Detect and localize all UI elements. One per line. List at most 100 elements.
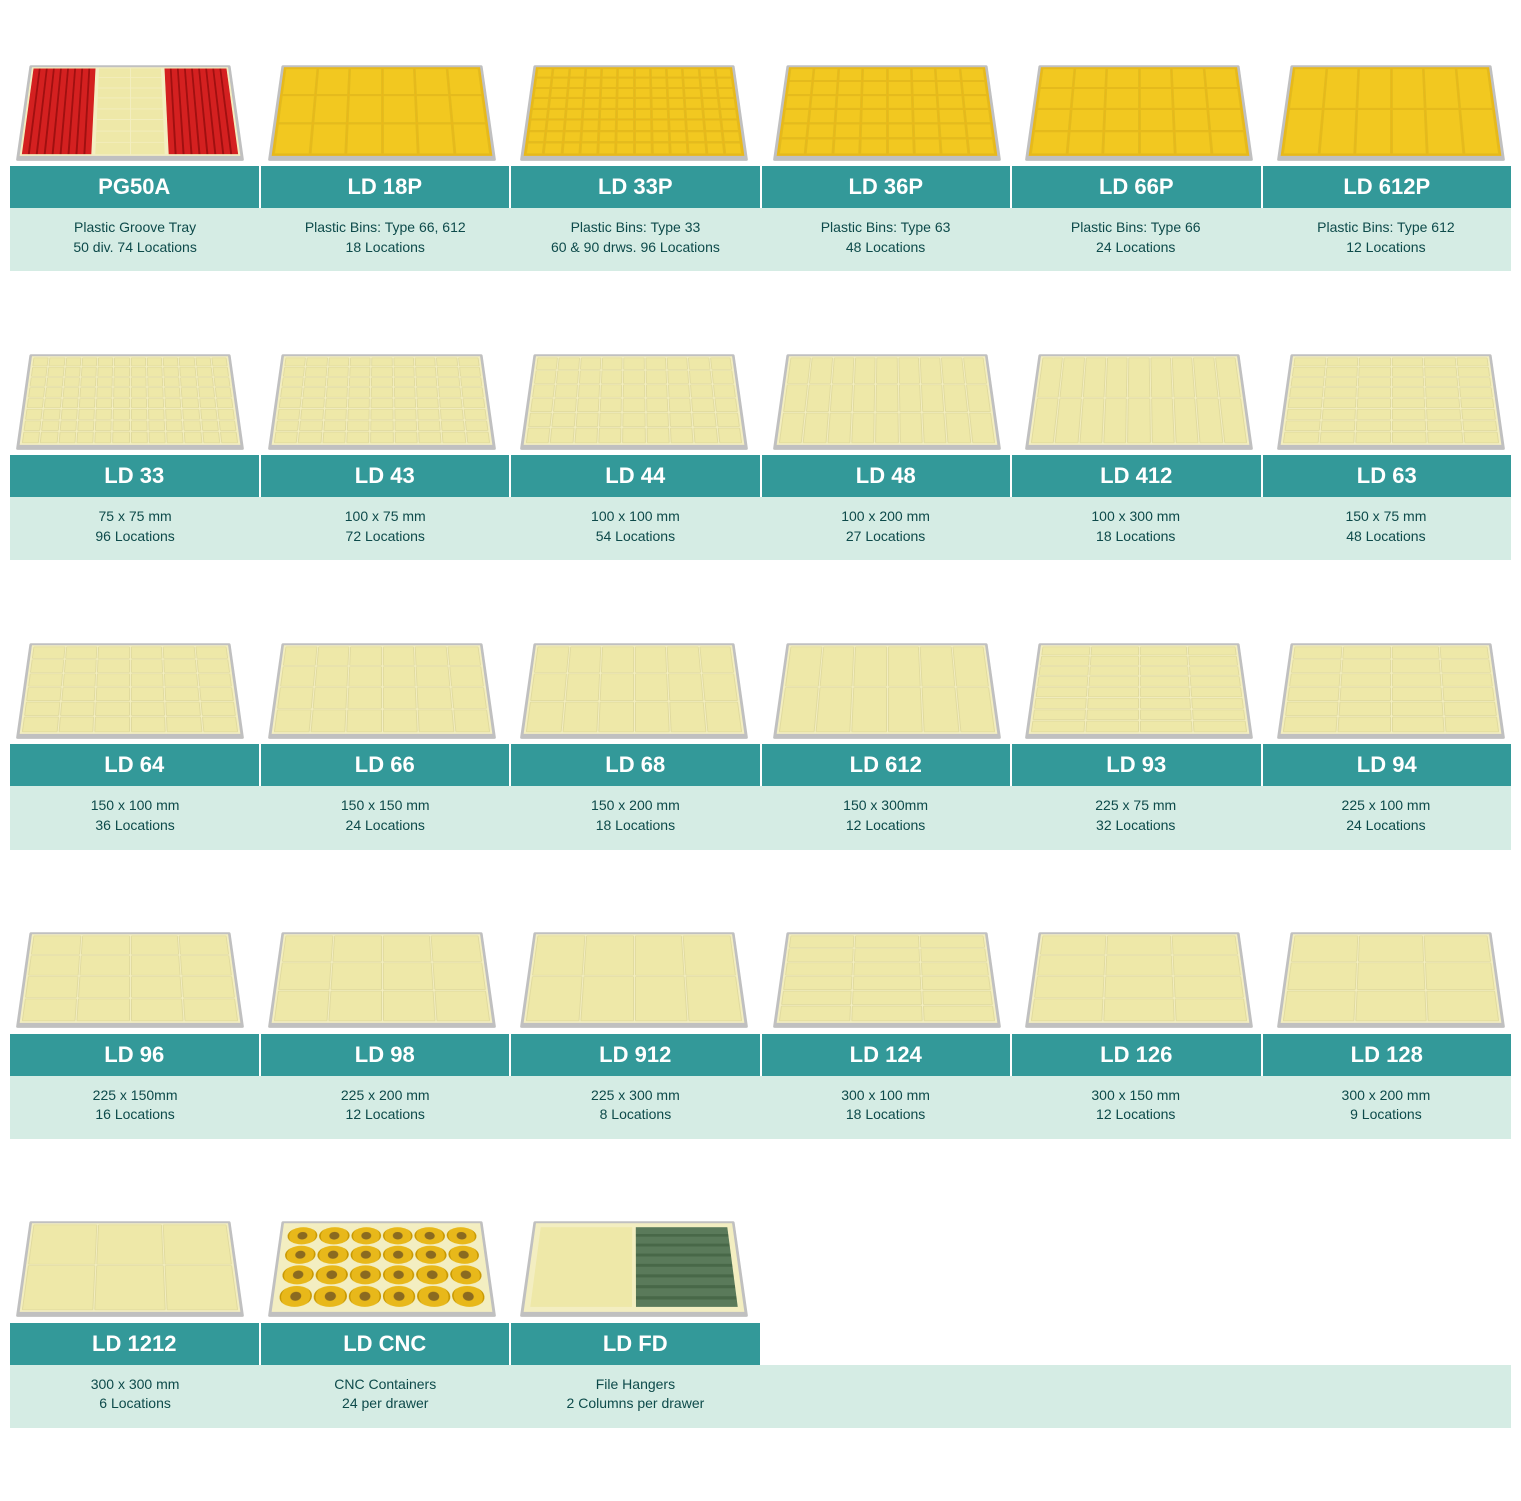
product-code: LD 36P xyxy=(762,166,1011,208)
product-code: LD 98 xyxy=(261,1034,510,1076)
product-image xyxy=(262,299,502,449)
product-code: LD CNC xyxy=(261,1323,510,1365)
product-desc-line2: 96 Locations xyxy=(14,527,256,547)
product-code: LD 44 xyxy=(511,455,760,497)
product-description: 150 x 75 mm48 Locations xyxy=(1261,497,1511,560)
product-code: LD 128 xyxy=(1263,1034,1512,1076)
product-description: 150 x 300mm12 Locations xyxy=(761,786,1011,849)
product-desc-line2: 6 Locations xyxy=(14,1394,256,1414)
product-image xyxy=(10,10,250,160)
product-code: LD 43 xyxy=(261,455,510,497)
product-row: PG50ALD 18PLD 33PLD 36PLD 66PLD 612PPlas… xyxy=(10,10,1511,271)
product-description: 225 x 300 mm8 Locations xyxy=(510,1076,760,1139)
product-description: 100 x 75 mm72 Locations xyxy=(260,497,510,560)
product-code: LD 124 xyxy=(762,1034,1011,1076)
product-desc-line2: 24 Locations xyxy=(1015,238,1257,258)
product-desc-line2: 18 Locations xyxy=(765,1105,1007,1125)
product-code: LD FD xyxy=(511,1323,760,1365)
product-desc-line2: 18 Locations xyxy=(264,238,506,258)
product-desc-line1: 75 x 75 mm xyxy=(14,507,256,527)
product-desc-line2: 12 Locations xyxy=(1265,238,1507,258)
product-code: LD 66 xyxy=(261,744,510,786)
product-code: LD 612P xyxy=(1263,166,1512,208)
product-desc-line2: 2 Columns per drawer xyxy=(514,1394,756,1414)
product-code: PG50A xyxy=(10,166,259,208)
product-description: 150 x 100 mm36 Locations xyxy=(10,786,260,849)
product-desc-line2: 12 Locations xyxy=(765,816,1007,836)
product-image xyxy=(514,588,754,738)
product-code: LD 96 xyxy=(10,1034,259,1076)
product-desc-line1: Plastic Bins: Type 612 xyxy=(1265,218,1507,238)
product-image xyxy=(1019,10,1259,160)
product-image xyxy=(767,10,1007,160)
product-desc-line2: 18 Locations xyxy=(514,816,756,836)
product-code: LD 64 xyxy=(10,744,259,786)
product-desc-line1: 150 x 200 mm xyxy=(514,796,756,816)
product-image xyxy=(262,1167,502,1317)
product-desc-line2: 48 Locations xyxy=(765,238,1007,258)
product-description: 225 x 75 mm32 Locations xyxy=(1011,786,1261,849)
product-description: File Hangers2 Columns per drawer xyxy=(510,1365,760,1428)
product-desc-line1: 225 x 100 mm xyxy=(1265,796,1507,816)
product-desc-line2: 36 Locations xyxy=(14,816,256,836)
product-description: 100 x 200 mm27 Locations xyxy=(761,497,1011,560)
product-description: 75 x 75 mm96 Locations xyxy=(10,497,260,560)
product-desc-line2: 32 Locations xyxy=(1015,816,1257,836)
product-code: LD 1212 xyxy=(10,1323,259,1365)
product-desc-line1: 225 x 150mm xyxy=(14,1086,256,1106)
product-desc-line2: 27 Locations xyxy=(765,527,1007,547)
product-image xyxy=(767,299,1007,449)
product-desc-line1: 100 x 200 mm xyxy=(765,507,1007,527)
product-description: 100 x 300 mm18 Locations xyxy=(1011,497,1261,560)
product-desc-line2: 54 Locations xyxy=(514,527,756,547)
product-desc-line2: 50 div. 74 Locations xyxy=(14,238,256,258)
product-desc-line1: 300 x 300 mm xyxy=(14,1375,256,1395)
product-image xyxy=(1271,588,1511,738)
product-desc-line2: 60 & 90 drws. 96 Locations xyxy=(514,238,756,258)
product-code: LD 48 xyxy=(762,455,1011,497)
product-desc-line2: 72 Locations xyxy=(264,527,506,547)
product-description: Plastic Bins: Type 3360 & 90 drws. 96 Lo… xyxy=(510,208,760,271)
product-desc-line1: 150 x 100 mm xyxy=(14,796,256,816)
product-desc-line1: 100 x 300 mm xyxy=(1015,507,1257,527)
product-desc-line1: 300 x 150 mm xyxy=(1015,1086,1257,1106)
product-desc-line1: 100 x 100 mm xyxy=(514,507,756,527)
product-description: CNC Containers24 per drawer xyxy=(260,1365,510,1428)
product-row: LD 33LD 43LD 44LD 48LD 412LD 63 75 x 75 m… xyxy=(10,299,1511,560)
product-desc-line1: Plastic Bins: Type 66 xyxy=(1015,218,1257,238)
product-row: LD 64LD 66LD 68LD 612LD 93LD 94150 x 100… xyxy=(10,588,1511,849)
product-desc-line1: 150 x 150 mm xyxy=(264,796,506,816)
product-desc-line2: 12 Locations xyxy=(1015,1105,1257,1125)
product-image xyxy=(1019,588,1259,738)
product-image xyxy=(514,10,754,160)
product-code: LD 33 xyxy=(10,455,259,497)
product-desc-line1: 300 x 200 mm xyxy=(1265,1086,1507,1106)
product-desc-line2: 8 Locations xyxy=(514,1105,756,1125)
product-desc-line2: 24 per drawer xyxy=(264,1394,506,1414)
product-desc-line2: 16 Locations xyxy=(14,1105,256,1125)
product-code: LD 33P xyxy=(511,166,760,208)
product-code: LD 912 xyxy=(511,1034,760,1076)
product-description: 100 x 100 mm54 Locations xyxy=(510,497,760,560)
product-desc-line2: 24 Locations xyxy=(264,816,506,836)
product-code: LD 94 xyxy=(1263,744,1512,786)
product-image xyxy=(1271,299,1511,449)
product-image xyxy=(262,588,502,738)
product-code: LD 18P xyxy=(261,166,510,208)
product-description: 300 x 150 mm12 Locations xyxy=(1011,1076,1261,1139)
product-desc-line1: 225 x 75 mm xyxy=(1015,796,1257,816)
product-description: 225 x 100 mm24 Locations xyxy=(1261,786,1511,849)
product-image xyxy=(767,878,1007,1028)
product-code: LD 412 xyxy=(1012,455,1261,497)
product-code: LD 63 xyxy=(1263,455,1512,497)
product-description: Plastic Bins: Type 66, 61218 Locations xyxy=(260,208,510,271)
product-image xyxy=(1271,878,1511,1028)
product-desc-line1: Plastic Bins: Type 63 xyxy=(765,218,1007,238)
product-description: Plastic Bins: Type 6348 Locations xyxy=(761,208,1011,271)
product-desc-line1: 150 x 75 mm xyxy=(1265,507,1507,527)
product-desc-line1: 225 x 200 mm xyxy=(264,1086,506,1106)
product-description: Plastic Groove Tray50 div. 74 Locations xyxy=(10,208,260,271)
product-desc-line1: 225 x 300 mm xyxy=(514,1086,756,1106)
product-description: Plastic Bins: Type 6624 Locations xyxy=(1011,208,1261,271)
product-catalog: PG50ALD 18PLD 33PLD 36PLD 66PLD 612PPlas… xyxy=(10,10,1511,1428)
